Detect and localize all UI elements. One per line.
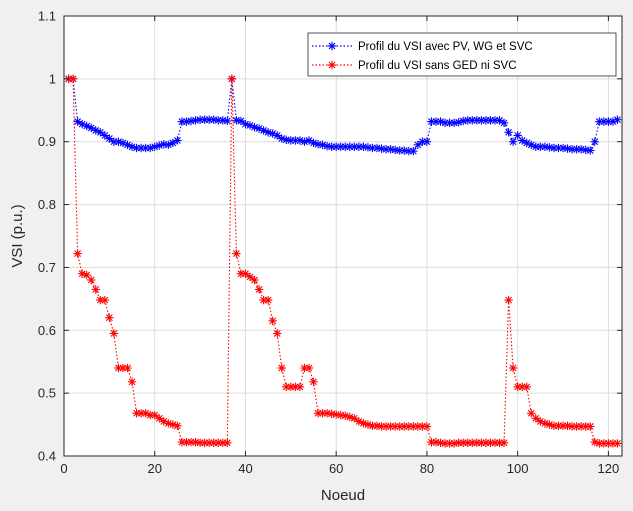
x-tick-label: 60 <box>329 461 343 476</box>
series-1-point <box>223 116 232 126</box>
series-1-point <box>96 128 105 137</box>
series-1-point <box>273 131 282 140</box>
plot-frame <box>63 15 623 457</box>
series-1-point <box>590 137 599 146</box>
series-2-point <box>304 363 314 373</box>
y-tick-label: 0.6 <box>38 323 56 338</box>
series-2-point <box>127 377 137 387</box>
plot-background <box>64 16 622 456</box>
series-1-point <box>613 115 622 124</box>
series-2-point <box>273 329 282 338</box>
series-2-point <box>150 410 159 420</box>
series-2-point <box>254 285 264 294</box>
series-2-point <box>109 329 119 338</box>
series-1-point <box>409 146 418 156</box>
series-1-point <box>508 137 518 146</box>
series-2-point <box>250 275 259 285</box>
series-1-point <box>504 128 513 137</box>
series-2-point <box>341 411 350 420</box>
y-tick-label: 0.7 <box>38 260 56 275</box>
series-layer <box>64 74 622 448</box>
series-2-point <box>263 295 273 305</box>
series-2-point <box>123 363 132 373</box>
legend-marker-series-1 <box>327 41 337 51</box>
series-2-point <box>277 363 286 373</box>
legend-box <box>307 32 617 77</box>
series-1-point <box>173 136 182 145</box>
series-2-point <box>87 275 96 285</box>
x-tick-label: 120 <box>598 461 620 476</box>
series-1-point <box>100 131 110 140</box>
legend-marker-series-2 <box>327 60 337 70</box>
y-axis-label: VSI (p.u.) <box>9 204 26 267</box>
series-2-point <box>73 249 82 258</box>
series-2-point <box>241 269 250 278</box>
series-2-point <box>508 363 518 373</box>
series-2-point <box>422 422 432 431</box>
series-2-point <box>100 295 110 305</box>
series-1-point <box>209 115 218 124</box>
y-tick-label: 1.1 <box>38 9 56 24</box>
series-1-point <box>386 145 395 154</box>
series-2-point <box>227 74 237 84</box>
series-2-point <box>173 421 182 431</box>
series-1-point <box>499 118 509 128</box>
y-tick-label: 0.9 <box>38 134 56 149</box>
y-tick-label: 0.4 <box>38 449 56 464</box>
series-2-point <box>613 439 622 448</box>
series-2-point <box>499 438 509 447</box>
series-2-point <box>245 272 255 282</box>
series-1-point <box>413 140 423 150</box>
series-1-point <box>282 135 291 145</box>
legend-asterisk-2 <box>327 60 337 70</box>
series-2-point <box>586 422 595 431</box>
legend: Profil du VSI avec PV, WG et SVC Profil … <box>307 32 617 77</box>
series-2-point <box>155 414 164 423</box>
y-tick-label: 1 <box>49 71 56 86</box>
series-1-point <box>422 137 432 146</box>
series-1-point <box>586 146 595 155</box>
series-2-point <box>68 74 78 84</box>
x-tick-label: 100 <box>507 461 529 476</box>
x-tick-label: 20 <box>147 461 161 476</box>
x-tick-label: 80 <box>420 461 434 476</box>
series-2-point <box>309 377 318 387</box>
series-2-point <box>504 295 513 305</box>
x-axis-label: Noeud <box>321 487 365 504</box>
series-2-point <box>350 414 359 423</box>
y-tick-label: 0.8 <box>38 197 56 212</box>
tick-layer: 0 20 40 60 80 100 120 0.4 0.5 0.6 0.7 0.8 0.9 1 1.1 <box>38 9 622 476</box>
grid-lines <box>64 16 622 456</box>
series-2-point <box>295 382 305 392</box>
series-2-point <box>223 438 232 447</box>
x-tick-label: 40 <box>238 461 252 476</box>
series-2-point <box>232 249 241 258</box>
series-1-point <box>236 116 246 126</box>
legend-label-series-2: Profil du VSI sans GED ni SVC <box>358 60 517 72</box>
series-2-point <box>105 313 114 322</box>
y-tick-label: 0.5 <box>38 386 56 401</box>
series-2-point <box>531 414 541 423</box>
series-2-point <box>91 285 100 294</box>
series-1-point <box>105 134 114 143</box>
legend-asterisk-1 <box>327 41 337 51</box>
legend-label-series-1: Profil du VSI avec PV, WG et SVC <box>358 41 533 53</box>
series-2-point <box>268 316 277 326</box>
series-2-point <box>522 382 531 392</box>
x-tick-label: 0 <box>60 461 67 476</box>
